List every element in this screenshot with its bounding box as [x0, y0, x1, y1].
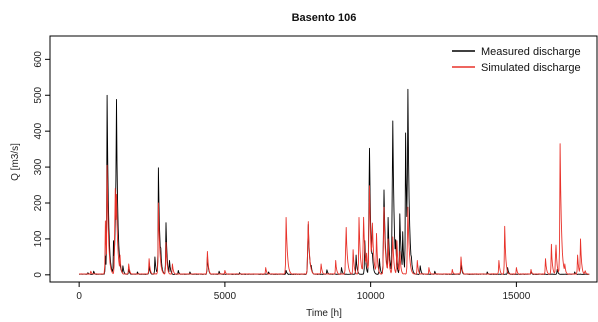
y-axis-title: Q [m3/s] — [10, 143, 21, 181]
legend-label: Simulated discharge — [481, 62, 581, 74]
legend: Measured discharge Simulated discharge — [452, 46, 581, 74]
y-tick-label: 100 — [33, 230, 44, 247]
series-line-measured — [79, 88, 590, 275]
y-tick-label: 0 — [33, 272, 44, 278]
x-tick-label: 5000 — [214, 291, 237, 302]
y-tick-label: 600 — [33, 51, 44, 68]
x-tick-label: 10000 — [357, 291, 385, 302]
y-tick-label: 200 — [33, 194, 44, 211]
series-line-simulated — [78, 143, 590, 275]
x-tick-label: 0 — [76, 291, 82, 302]
x-axis-title: Time [h] — [306, 308, 342, 319]
plot-frame — [49, 35, 598, 283]
y-tick-label: 300 — [33, 158, 44, 175]
legend-label: Measured discharge — [481, 46, 581, 58]
y-tick-label: 400 — [33, 122, 44, 139]
x-tick-label: 15000 — [502, 291, 530, 302]
chart-title: Basento 106 — [292, 12, 357, 24]
plot-area — [78, 88, 590, 275]
axes: 0 5000 10000 15000 0 100 200 300 400 500 600 — [33, 35, 598, 302]
y-tick-label: 500 — [33, 86, 44, 103]
